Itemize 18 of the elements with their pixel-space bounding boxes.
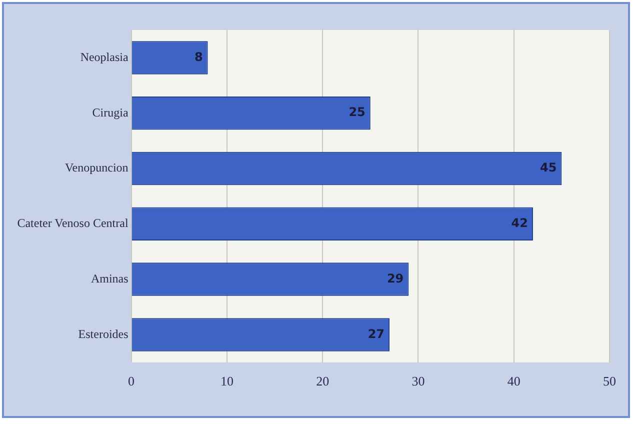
data-label: 42: [511, 216, 528, 230]
data-label: 29: [386, 271, 404, 286]
y-tick-label: Cirugia: [92, 105, 129, 120]
data-label: 45: [540, 160, 557, 175]
data-label: 27: [368, 326, 385, 341]
x-tick-label: 10: [220, 374, 234, 389]
x-tick-label: 40: [507, 374, 520, 389]
y-tick-label: Cateter Venoso Central: [17, 216, 129, 230]
data-label: 8: [194, 50, 203, 64]
y-tick-label: Esteroides: [78, 326, 129, 341]
y-tick-label: Venopuncion: [64, 160, 128, 175]
y-tick-label: Neoplasia: [80, 50, 129, 64]
x-tick-label: 20: [316, 374, 330, 389]
x-tick-label: 50: [603, 374, 616, 389]
x-tick-label: 30: [412, 374, 425, 389]
x-tick-label: 0: [128, 374, 135, 389]
data-label: 25: [348, 105, 366, 120]
y-tick-label: Aminas: [90, 271, 129, 286]
